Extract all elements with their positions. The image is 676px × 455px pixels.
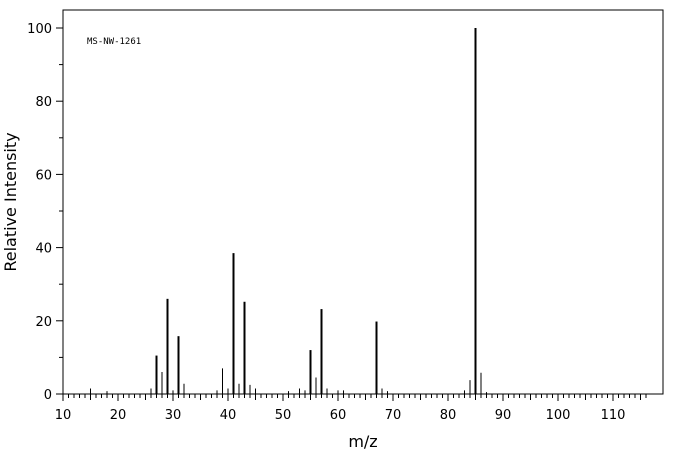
x-tick-label: 30 [165,408,182,423]
y-tick-label: 80 [35,95,52,110]
x-tick-label: 90 [495,408,512,423]
y-tick-label: 40 [35,242,52,257]
peak-group [90,28,487,394]
x-tick-label: 20 [110,408,127,423]
x-tick-label: 10 [55,408,72,423]
x-tick-label: 50 [275,408,292,423]
y-axis-title: Relative Intensity [1,132,20,271]
x-tick-label: 100 [546,408,571,423]
x-tick-label: 110 [601,408,626,423]
x-axis-title: m/z [348,432,377,451]
spectrum-id-label: MS-NW-1261 [87,37,141,47]
y-tick-label: 0 [44,388,52,403]
x-axis: 10 20 30 40 50 60 70 80 90 100 110 [55,394,647,423]
y-axis: 0 20 40 60 80 100 [27,22,63,403]
x-tick-label: 70 [385,408,402,423]
x-tick-label: 60 [330,408,347,423]
y-tick-label: 60 [35,168,52,183]
y-tick-label: 20 [35,315,52,330]
x-tick-label: 40 [220,408,237,423]
y-tick-label: 100 [27,22,52,37]
plot-frame [62,9,664,395]
x-tick-label: 80 [440,408,457,423]
